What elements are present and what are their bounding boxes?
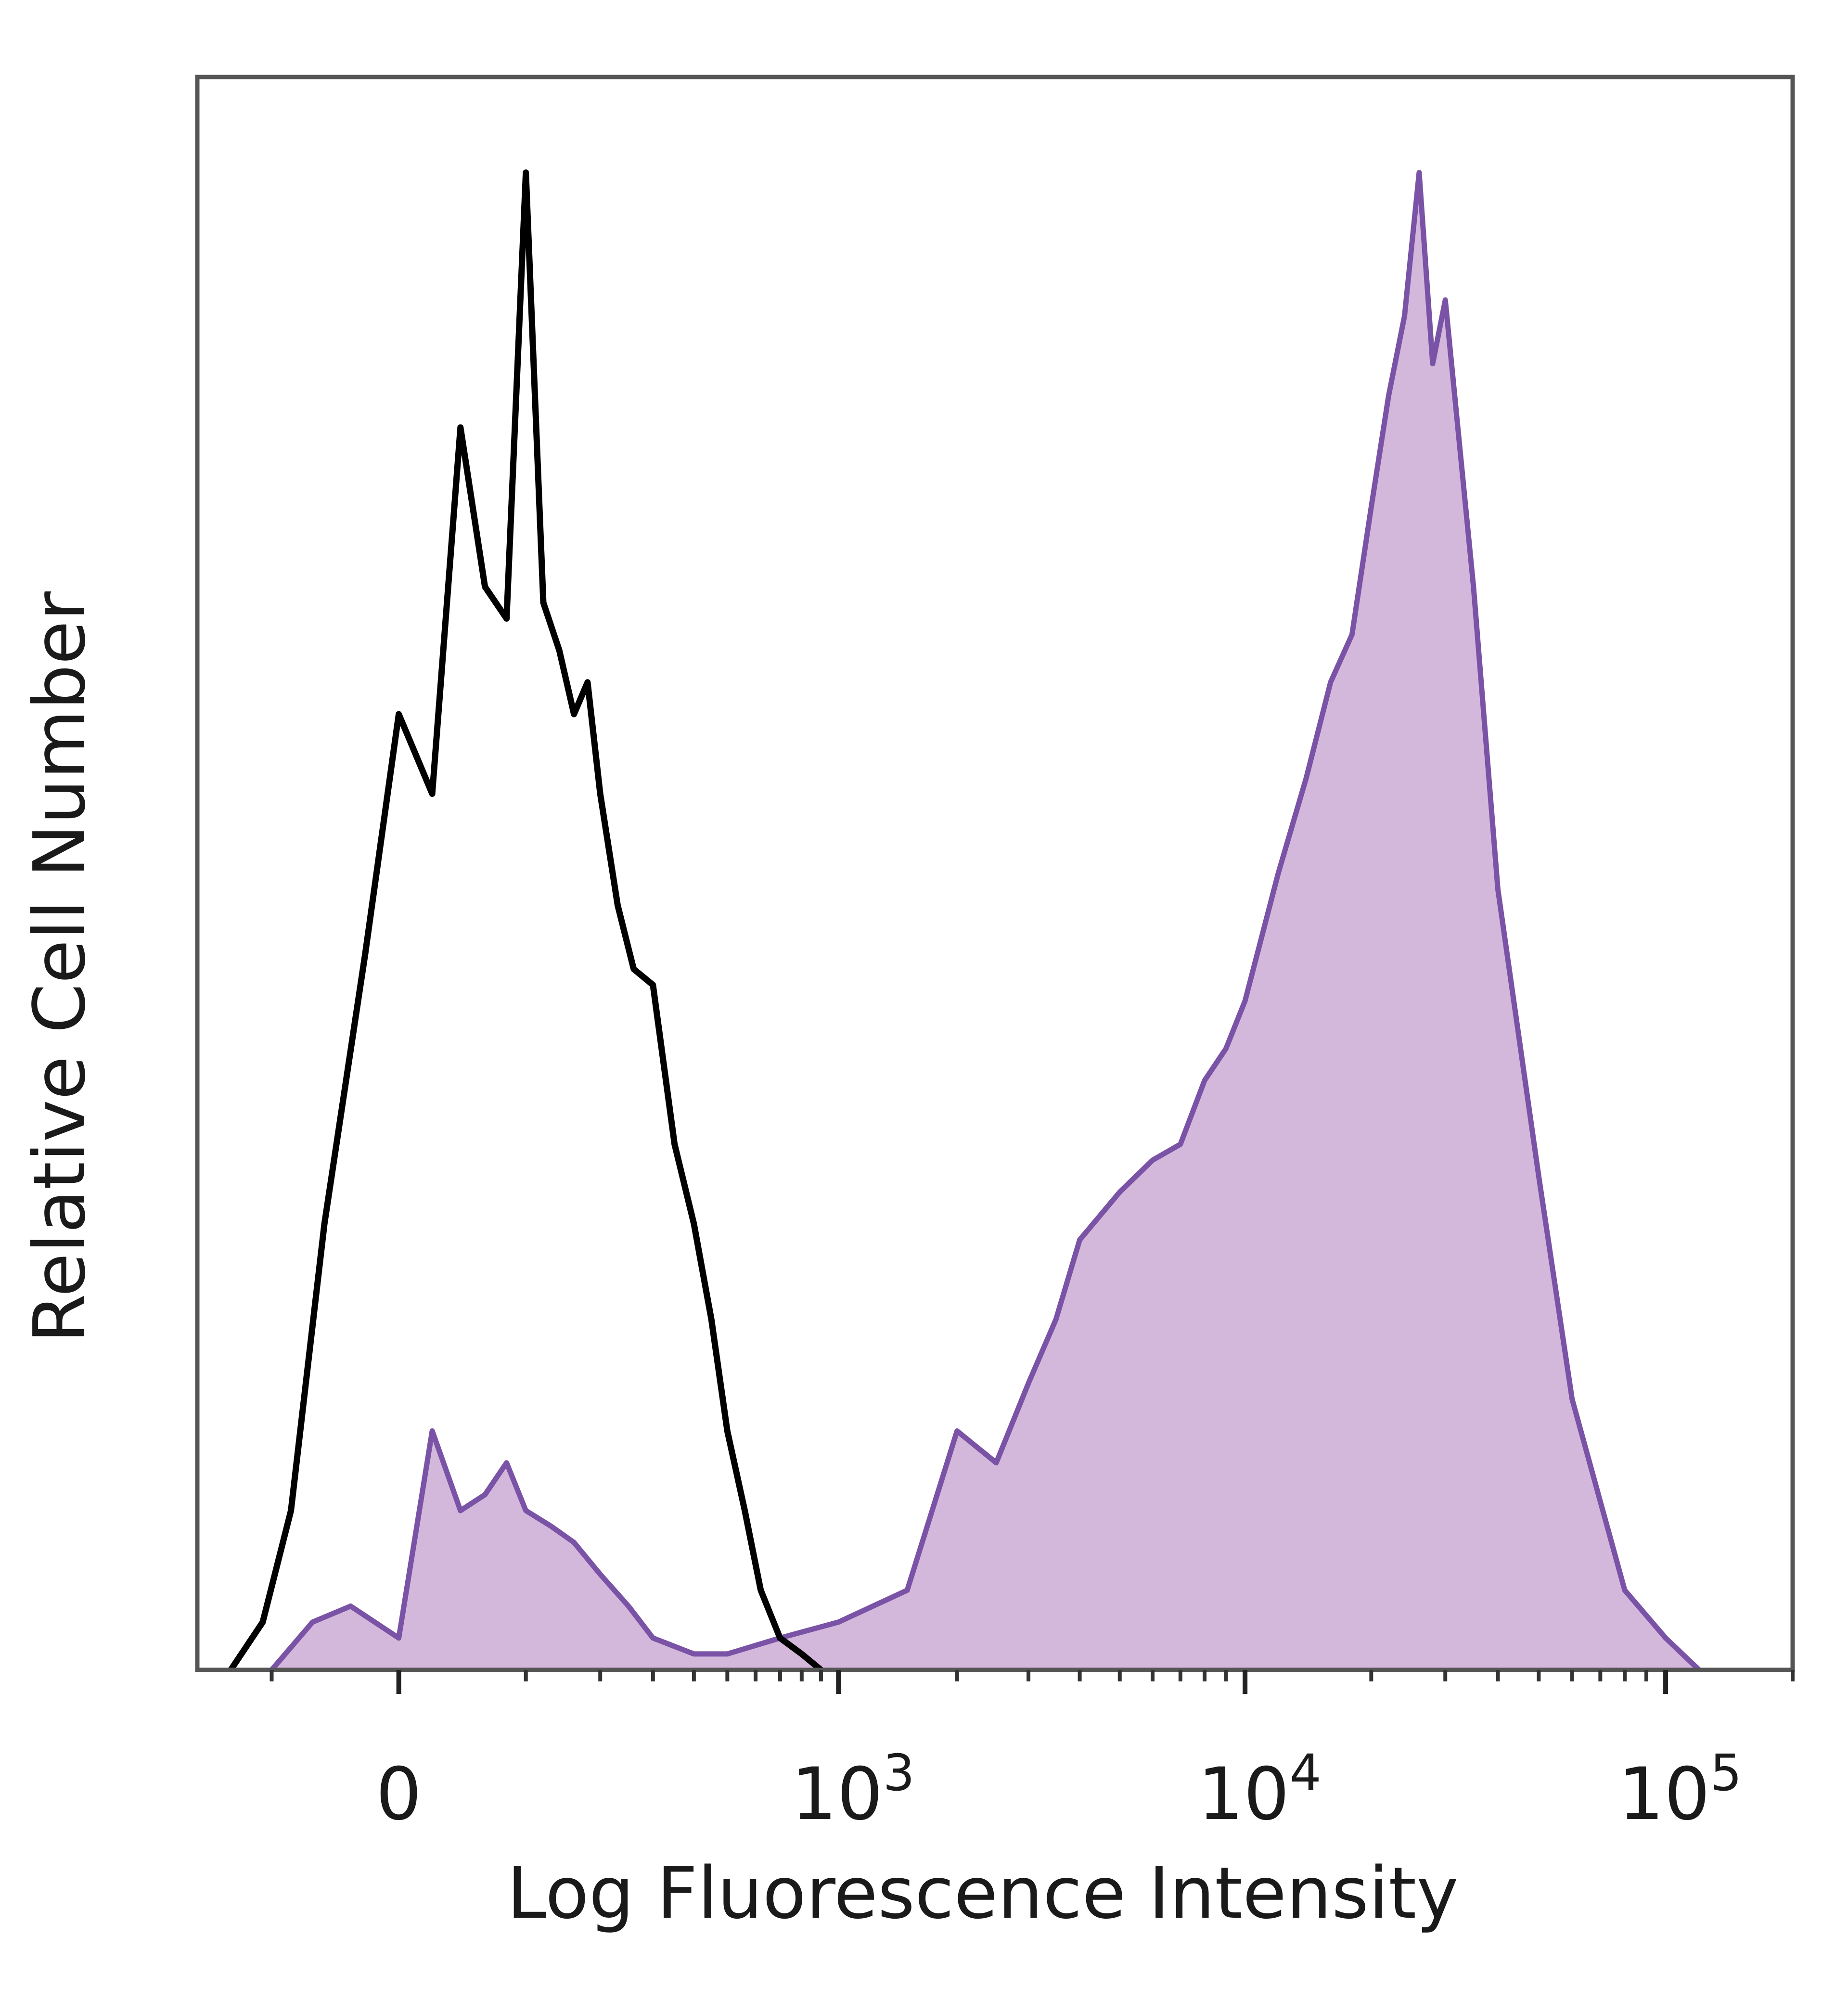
x-axis-title: Log Fluorescence Intensity xyxy=(507,1852,1459,1935)
x-tick-label: 103 xyxy=(791,1744,915,1836)
series-filled-outline xyxy=(270,170,1701,1672)
series-layer xyxy=(228,169,1701,1673)
series-outline-line xyxy=(228,169,823,1673)
x-tick-label: 104 xyxy=(1198,1744,1322,1836)
x-tick-label: 0 xyxy=(376,1753,422,1836)
plot-frame xyxy=(195,75,1795,1672)
x-axis-ticks: 0 103 104 105 xyxy=(270,1670,1795,1836)
x-tick-label: 105 xyxy=(1618,1744,1742,1836)
series-filled-area xyxy=(271,172,1699,1670)
y-axis-title: Relative Cell Number xyxy=(18,591,101,1343)
